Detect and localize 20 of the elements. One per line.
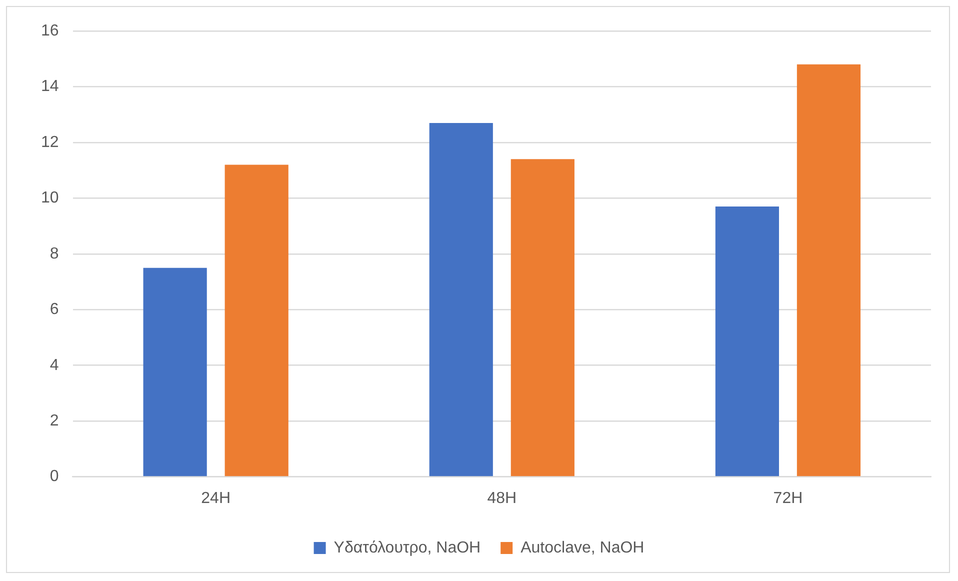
bar <box>224 164 288 476</box>
y-tick-label: 8 <box>50 245 59 262</box>
bar <box>429 122 493 476</box>
y-tick-label: 12 <box>41 134 59 151</box>
y-tick-label: 2 <box>50 412 59 430</box>
bar <box>143 268 207 476</box>
legend-label: Autoclave, NaOH <box>520 539 644 556</box>
bar <box>715 206 779 476</box>
x-tick-label: 72H <box>773 490 803 507</box>
y-tick-label: 4 <box>50 356 59 374</box>
bar <box>796 64 861 476</box>
y-tick-label: 16 <box>41 22 59 40</box>
y-tick-label: 10 <box>41 190 59 207</box>
y-tick-label: 0 <box>50 468 59 486</box>
y-tick-label: 14 <box>41 78 59 96</box>
x-tick-label: 48H <box>487 490 517 507</box>
y-tick-label: 6 <box>50 301 59 318</box>
x-tick-label: 24H <box>201 490 231 507</box>
bar <box>510 159 574 476</box>
legend-label: Υδατόλουτρο, NaOH <box>334 539 481 556</box>
